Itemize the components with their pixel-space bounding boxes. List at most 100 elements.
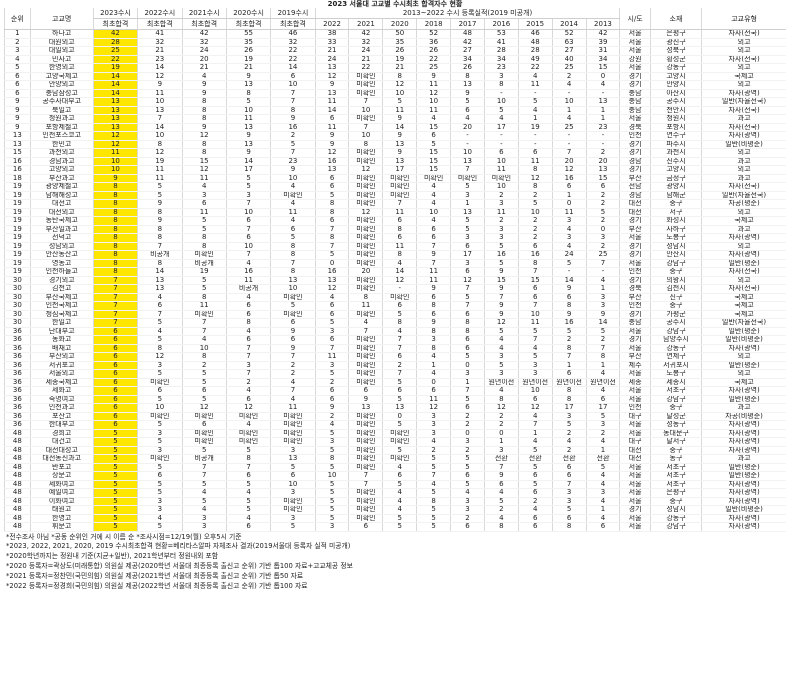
cell-reg-2015: 6 <box>517 514 553 523</box>
cell-y2021: 5 <box>181 446 227 455</box>
cell-rank: 2 <box>4 38 31 47</box>
cell-location: 강남구 <box>649 522 702 532</box>
cell-reg-2016: 2 <box>483 505 519 515</box>
cell-rank: 48 <box>4 463 31 472</box>
cell-reg-2021: 4 <box>348 318 383 328</box>
cell-reg-2017: 2 <box>450 420 485 430</box>
cell-reg-2016: 2 <box>483 191 519 200</box>
cell-rank: 19 <box>4 199 31 209</box>
cell-y2021: 5 <box>181 276 227 285</box>
cell-reg-2021: 미확인 <box>348 242 383 251</box>
cell-reg-2018: 25 <box>416 63 451 73</box>
cell-reg-2015: 8 <box>517 182 553 192</box>
cell-region: 제주 <box>619 361 651 370</box>
cell-y2023: 12 <box>92 131 138 141</box>
cell-reg-2016: 8 <box>483 80 519 90</box>
cell-reg-2015: 12 <box>517 403 553 413</box>
cell-y2023: 6 <box>92 403 138 413</box>
cell-reg-2022: 3 <box>314 437 349 447</box>
cell-y2022: 8 <box>137 208 182 217</box>
footnotes: *전수조사 아님 *공동 순위인 거에 시 이름 순 *조사시점=12/19(월… <box>4 533 786 592</box>
cell-y2023: 5 <box>92 471 138 481</box>
cell-reg-2022: 12 <box>314 72 349 81</box>
cell-school: 포산고 <box>29 412 94 421</box>
cell-rank: 30 <box>4 276 31 285</box>
cell-reg-2018: 5 <box>416 463 451 472</box>
cell-y2023: 25 <box>92 46 138 56</box>
cell-reg-2016: 10 <box>483 157 519 166</box>
table-row: 36 세화고 6 6 6 4 7 6 6 6 6 7 4 10 8 4 서울 서초구 자사(광역) <box>4 386 786 396</box>
cell-reg-2016: 12 <box>483 403 519 413</box>
cell-y2020: 3 <box>225 361 271 370</box>
cell-reg-2020: 4 <box>382 327 417 336</box>
cell-reg-2014: 7 <box>551 352 586 362</box>
cell-reg-2013: 전환 <box>585 454 620 464</box>
cell-location: 포항시 <box>649 123 702 132</box>
cell-region: 경기 <box>619 80 651 90</box>
cell-school-type: 일반(자율전국) <box>701 97 786 107</box>
cell-y2022: 미확인 <box>137 412 182 421</box>
cell-reg-2022: 2 <box>314 378 349 387</box>
cell-y2022: 14 <box>137 267 182 277</box>
cell-reg-2016: 3 <box>483 225 519 234</box>
cell-reg-2013: 7 <box>585 259 620 268</box>
cell-reg-2017: 6 <box>450 335 485 345</box>
cell-reg-2022: 33 <box>314 38 349 47</box>
cell-rank: 19 <box>4 233 31 243</box>
cell-reg-2015: 8 <box>517 259 553 268</box>
cell-location: 중구 <box>649 267 702 277</box>
cell-reg-2021: 42 <box>348 29 383 39</box>
header-2019-line1: 2019수시 <box>270 8 316 19</box>
cell-y2021: 12 <box>181 165 227 175</box>
cell-reg-2021: 32 <box>348 38 383 47</box>
cell-y2022: 8 <box>137 140 182 149</box>
cell-location: 파주시 <box>649 140 702 149</box>
cell-reg-2022: 5 <box>314 369 349 379</box>
cell-school-type: 자사(광역) <box>701 250 786 260</box>
cell-region: 서울 <box>619 46 651 56</box>
cell-reg-2013: - <box>585 131 620 141</box>
cell-y2019: 6 <box>270 225 316 234</box>
cell-location: 도봉구 <box>649 233 702 243</box>
cell-y2019: 9 <box>270 327 316 336</box>
cell-y2019: 7 <box>270 259 316 268</box>
cell-school: 서귀포고 <box>29 361 94 370</box>
header-2020-line2: 최초합격 <box>225 18 271 30</box>
cell-rank: 48 <box>4 471 31 481</box>
cell-y2020: 5 <box>225 497 271 506</box>
cell-y2019: 5 <box>270 522 316 532</box>
cell-y2019: 미확인 <box>270 191 316 200</box>
cell-reg-2013: 1 <box>585 114 620 124</box>
cell-reg-2022: 6 <box>314 216 349 226</box>
cell-y2020: 8 <box>225 89 271 98</box>
cell-y2021: 8 <box>181 106 227 115</box>
cell-reg-2015: 7 <box>517 301 553 311</box>
cell-region: 경북 <box>619 123 651 132</box>
cell-reg-2018: 11 <box>416 276 451 285</box>
cell-y2021: 미확인 <box>181 250 227 260</box>
cell-reg-2014: 전환 <box>551 454 586 464</box>
cell-reg-2017: 8 <box>450 327 485 336</box>
cell-y2020: 9 <box>225 148 271 158</box>
cell-reg-2015: 6 <box>517 488 553 498</box>
cell-reg-2014: 40 <box>551 55 586 64</box>
cell-location: 서귀포시 <box>649 361 702 370</box>
cell-y2020: 미확인 <box>225 429 271 438</box>
cell-reg-2014: 9 <box>551 310 586 319</box>
cell-y2019: 14 <box>270 63 316 73</box>
cell-reg-2022: 12 <box>314 148 349 158</box>
cell-school: 안양외고 <box>29 80 94 90</box>
cell-reg-2017: 9 <box>450 89 485 98</box>
cell-reg-2022: 8 <box>314 454 349 464</box>
cell-school: 태원고 <box>29 505 94 515</box>
cell-reg-2013: 6 <box>585 522 620 532</box>
cell-y2022: 32 <box>137 38 182 47</box>
cell-reg-2016: 9 <box>483 284 519 294</box>
cell-school-type: 외고 <box>701 276 786 285</box>
cell-reg-2015: 15 <box>517 276 553 285</box>
table-row: 6 안양외고 14 9 9 13 10 9 미확인 12 11 13 8 11 4 4 경기 안양시 외고 <box>4 80 786 90</box>
cell-reg-2016: 전환 <box>483 454 519 464</box>
cell-rank: 19 <box>4 208 31 217</box>
cell-school: 김천고 <box>29 284 94 294</box>
cell-reg-2014: 4 <box>551 80 586 90</box>
